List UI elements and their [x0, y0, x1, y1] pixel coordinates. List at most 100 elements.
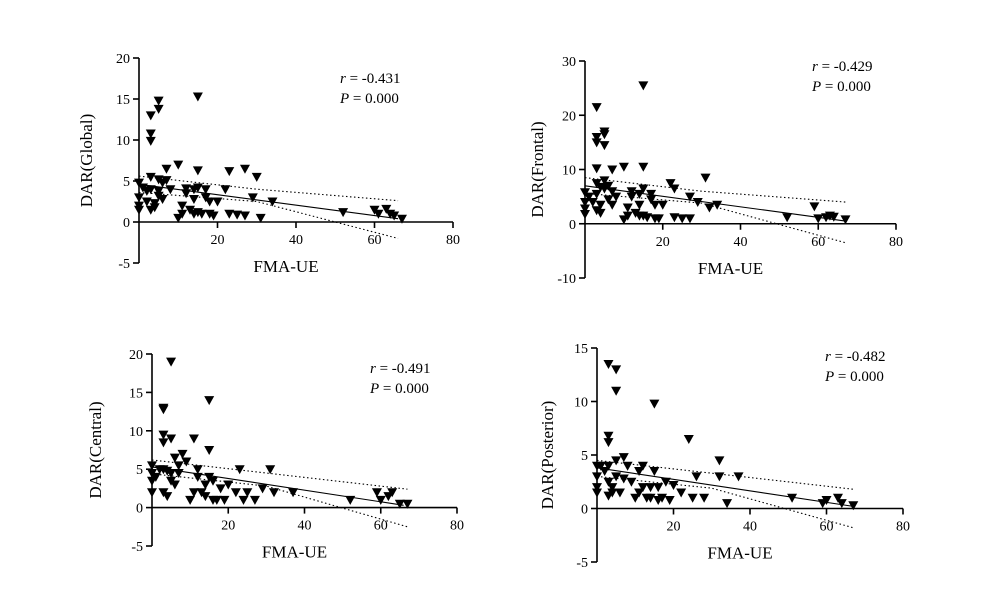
data-point [165, 185, 176, 195]
data-point [173, 160, 184, 170]
data-point [257, 484, 268, 494]
data-point [653, 483, 664, 493]
x-tick-label: 20 [211, 233, 225, 248]
data-point [591, 189, 602, 199]
x-tick: 80 [896, 520, 910, 535]
data-point [192, 465, 203, 475]
data-point [603, 360, 614, 370]
data-point [683, 434, 694, 444]
data-point [645, 483, 656, 493]
stat-p: P = 0.000 [811, 79, 871, 95]
data-point [583, 192, 594, 202]
x-tick: 60 [811, 235, 825, 250]
y-tick-label: 20 [562, 109, 576, 124]
data-point [153, 104, 164, 114]
x-tick-label: 40 [289, 233, 303, 248]
x-tick: 20 [656, 235, 670, 250]
data-point [848, 501, 859, 511]
data-point [611, 386, 622, 396]
stat-r-symbol: r [370, 361, 376, 377]
data-point [145, 185, 156, 195]
stat-r-value: = -0.431 [346, 71, 401, 87]
data-point [580, 204, 590, 214]
data-point [141, 197, 152, 207]
stat-p-value: = 0.000 [379, 381, 429, 397]
chart-panel-3: -5 0 5 10 15 20 20 40 60 80 FMA-UE DAR(Central) r = … [86, 348, 464, 562]
stat-p-value: = 0.000 [349, 91, 399, 107]
data-point [192, 472, 203, 482]
data-point [234, 465, 245, 475]
y-tick: -5 [131, 540, 143, 555]
data-point [599, 130, 610, 140]
data-point [173, 469, 184, 479]
data-point [177, 209, 188, 219]
x-tick-label: 20 [656, 235, 670, 250]
y-tick-label: 15 [574, 342, 588, 357]
data-point [840, 215, 851, 225]
axes [146, 353, 458, 547]
data-point [166, 357, 177, 367]
x-tick-label: 40 [734, 235, 748, 250]
y-tick: -5 [118, 257, 130, 272]
y-tick-label: 10 [574, 396, 588, 411]
data-point [145, 111, 156, 121]
data-point [200, 492, 211, 502]
data-point [722, 499, 733, 509]
data-point [603, 461, 614, 471]
data-point [700, 173, 711, 183]
data-point [239, 164, 250, 174]
data-point [676, 488, 687, 498]
data-point [637, 461, 648, 471]
data-point [787, 493, 798, 503]
data-point [389, 211, 400, 221]
data-point [618, 474, 629, 484]
data-point [649, 200, 660, 210]
x-tick: 40 [743, 520, 757, 535]
data-point [134, 205, 144, 215]
data-point [638, 162, 649, 172]
stat-r-value: = -0.429 [818, 59, 873, 75]
data-point [157, 195, 168, 205]
data-point [145, 136, 156, 146]
data-point [660, 477, 671, 487]
data-point [158, 430, 169, 440]
data-point [592, 488, 602, 498]
x-tick: 80 [446, 233, 460, 248]
data-point [622, 461, 633, 471]
data-point [239, 211, 250, 221]
y-tick-label: -5 [576, 556, 588, 571]
data-point [634, 467, 645, 477]
data-point [607, 187, 618, 197]
data-point [145, 172, 156, 182]
data-point [622, 211, 633, 221]
y-tick: 5 [123, 175, 130, 190]
data-point [587, 198, 598, 208]
data-point [208, 476, 218, 486]
data-point [618, 162, 629, 172]
data-point [592, 483, 602, 493]
data-point [204, 396, 215, 406]
y-tick: 10 [116, 134, 130, 149]
data-point [249, 495, 260, 505]
data-point [591, 132, 602, 142]
data-point [638, 184, 649, 194]
x-tick-label: 40 [743, 520, 757, 535]
x-tick-label: 20 [221, 519, 235, 534]
data-point [208, 211, 219, 221]
data-point [219, 495, 230, 505]
data-point [580, 209, 590, 219]
data-point [642, 213, 653, 223]
x-tick: 80 [889, 235, 903, 250]
data-point [238, 495, 249, 505]
data-point [649, 467, 660, 477]
x-tick: 60 [820, 520, 834, 535]
y-tick-label: 0 [569, 218, 576, 233]
data-point [592, 472, 602, 482]
ci-upper-band [151, 459, 408, 490]
y-tick-label: -5 [118, 257, 130, 272]
data-point [212, 197, 223, 207]
x-tick-label: 80 [896, 520, 910, 535]
data-point [394, 499, 405, 509]
data-point [611, 365, 622, 375]
y-tick: 10 [562, 164, 576, 179]
